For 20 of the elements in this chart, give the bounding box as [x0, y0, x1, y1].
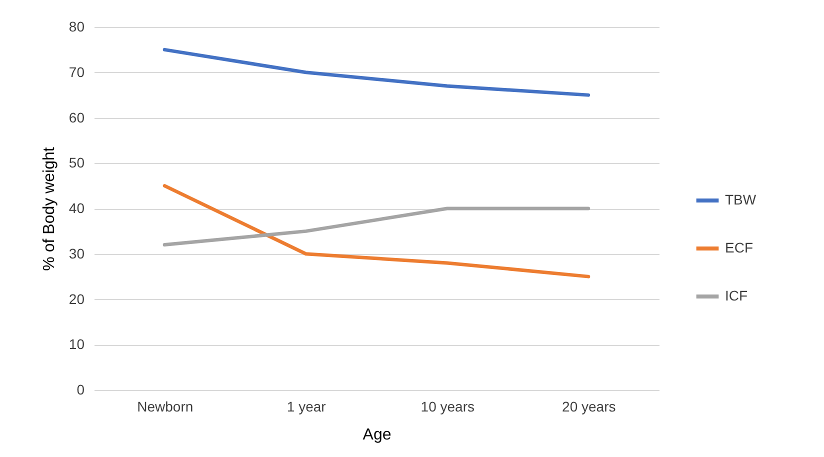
- legend-label: ECF: [725, 240, 753, 256]
- x-tick-label: 10 years: [420, 398, 474, 414]
- y-tick-label: 30: [68, 245, 85, 262]
- y-tick-label: 0: [76, 382, 85, 398]
- y-tick-label: 80: [68, 18, 85, 34]
- y-tick-label: 40: [68, 200, 85, 216]
- y-tick-label: 70: [68, 64, 85, 80]
- x-tick-label: Newborn: [137, 398, 194, 414]
- legend-label: TBW: [725, 192, 757, 208]
- line-series: [162, 184, 590, 278]
- y-tick-label: 60: [68, 109, 85, 126]
- legend-label: ICF: [725, 288, 748, 304]
- x-tick-label: 1 year: [286, 398, 326, 414]
- y-axis-title: % of Body weight: [40, 146, 58, 271]
- line-series: [162, 48, 590, 97]
- x-tick-label: 20 years: [562, 398, 616, 414]
- x-axis-title: Age: [362, 426, 392, 444]
- y-tick-label: 10: [68, 336, 85, 352]
- y-tick-label: 20: [68, 290, 85, 307]
- y-tick-label: 50: [68, 154, 85, 171]
